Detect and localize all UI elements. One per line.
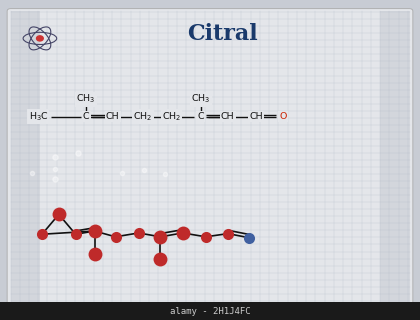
Bar [0, 302, 420, 320]
Text: alamy - 2H1J4FC: alamy - 2H1J4FC [170, 307, 250, 316]
Bar [380, 11, 410, 302]
Text: CH$_2$: CH$_2$ [133, 110, 152, 123]
Text: C: C [83, 112, 89, 121]
Text: CH: CH [106, 112, 119, 121]
Text: CH$_2$: CH$_2$ [162, 110, 181, 123]
Text: CH$_3$: CH$_3$ [76, 93, 96, 106]
Text: O: O [279, 112, 287, 121]
Text: C: C [197, 112, 204, 121]
Text: CH: CH [249, 112, 263, 121]
FancyBboxPatch shape [7, 9, 413, 305]
Text: H$_3$C: H$_3$C [29, 110, 48, 123]
Text: CH$_3$: CH$_3$ [191, 93, 210, 106]
Text: Citral: Citral [187, 23, 258, 44]
Circle shape [37, 36, 43, 41]
Bar [10, 11, 40, 302]
Text: CH: CH [221, 112, 234, 121]
